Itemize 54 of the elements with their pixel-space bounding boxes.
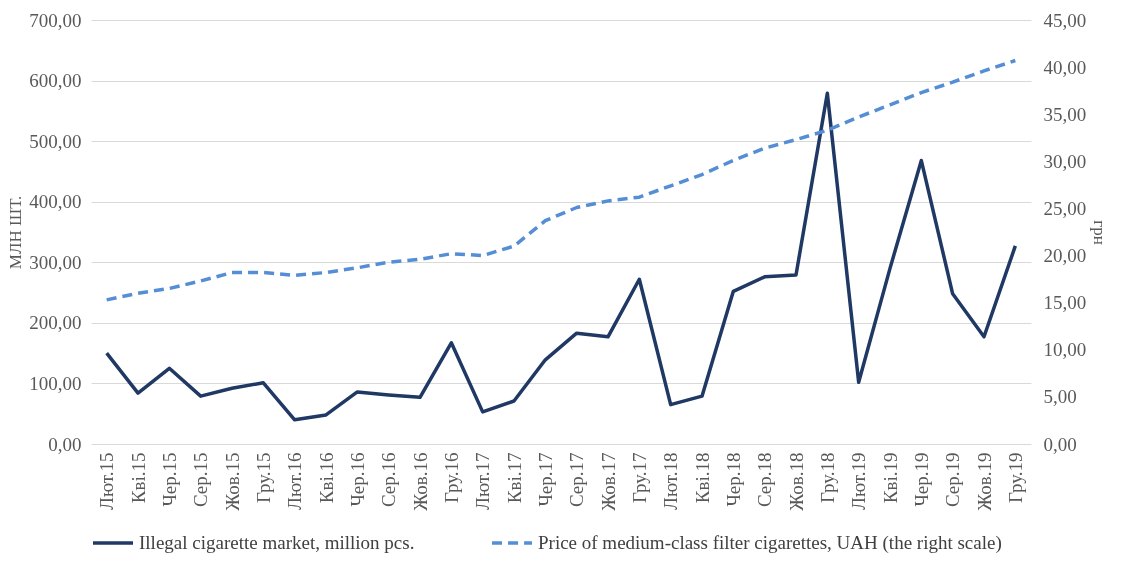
y2-tick-label: 5,00	[1043, 386, 1077, 408]
y-tick-label: 300,00	[29, 251, 82, 273]
x-tick-label: Чер.17	[534, 452, 556, 507]
y2-tick-label: 40,00	[1043, 56, 1087, 78]
y-tick-label: 400,00	[29, 191, 82, 213]
x-tick-label: Кві.19	[879, 452, 901, 504]
legend-label: Illegal cigarette market, million pcs.	[139, 532, 415, 553]
x-tick-label: Чер.19	[910, 452, 932, 507]
x-tick-label: Лют.18	[660, 452, 682, 510]
y-axis-title: МЛН ШТ.	[6, 195, 26, 270]
x-tick-label: Гру.16	[440, 452, 462, 503]
x-tick-label: Чер.18	[722, 452, 744, 507]
y2-tick-label: 20,00	[1043, 245, 1087, 267]
x-tick-label: Сер.19	[942, 452, 964, 508]
x-tick-label: Сер.17	[566, 452, 588, 508]
x-tick-label: Жов.19	[973, 452, 995, 511]
y2-tick-label: 25,00	[1043, 197, 1087, 219]
x-tick-label: Кві.17	[503, 452, 525, 504]
x-tick-label: Сер.18	[754, 452, 776, 508]
y-tick-label: 200,00	[29, 312, 82, 334]
x-tick-label: Гру.15	[252, 452, 274, 503]
x-tick-label: Лют.17	[472, 452, 494, 510]
x-tick-label: Кві.15	[127, 452, 149, 504]
x-tick-label: Сер.15	[190, 452, 212, 508]
x-tick-label: Лют.19	[848, 452, 870, 510]
x-tick-label: Чер.16	[346, 452, 368, 507]
x-tick-label: Сер.16	[378, 452, 400, 508]
x-tick-label: Жов.15	[221, 452, 243, 511]
x-tick-label: Лют.16	[284, 452, 306, 510]
y2-tick-label: 0,00	[1043, 433, 1077, 455]
x-tick-label: Лют.15	[96, 452, 118, 510]
legend-label: Price of medium-class filter cigarettes, UAH (the right scale)	[538, 532, 1002, 554]
x-tick-label: Кві.18	[691, 452, 713, 504]
y-tick-label: 600,00	[29, 70, 82, 92]
x-tick-label: Кві.16	[315, 452, 337, 504]
y2-tick-label: 10,00	[1043, 339, 1087, 361]
y-tick-label: 700,00	[29, 9, 82, 31]
y2-axis-title: грн	[1090, 220, 1110, 245]
y-tick-label: 100,00	[29, 372, 82, 394]
y-tick-label: 500,00	[29, 130, 82, 152]
x-tick-label: Гру.19	[1004, 452, 1026, 503]
x-tick-label: Жов.16	[409, 452, 431, 511]
line-series	[104, 58, 1018, 302]
y2-tick-label: 45,00	[1043, 9, 1087, 31]
x-tick-label: Гру.17	[628, 452, 650, 503]
y-tick-label: 0,00	[48, 433, 82, 455]
x-tick-label: Жов.17	[597, 452, 619, 511]
x-tick-label: Гру.18	[816, 452, 838, 503]
line-series	[104, 91, 1018, 422]
y2-tick-label: 30,00	[1043, 150, 1087, 172]
y2-tick-label: 15,00	[1043, 292, 1087, 314]
y2-tick-label: 35,00	[1043, 103, 1087, 125]
x-tick-label: Чер.15	[158, 452, 180, 507]
x-tick-label: Жов.18	[785, 452, 807, 511]
